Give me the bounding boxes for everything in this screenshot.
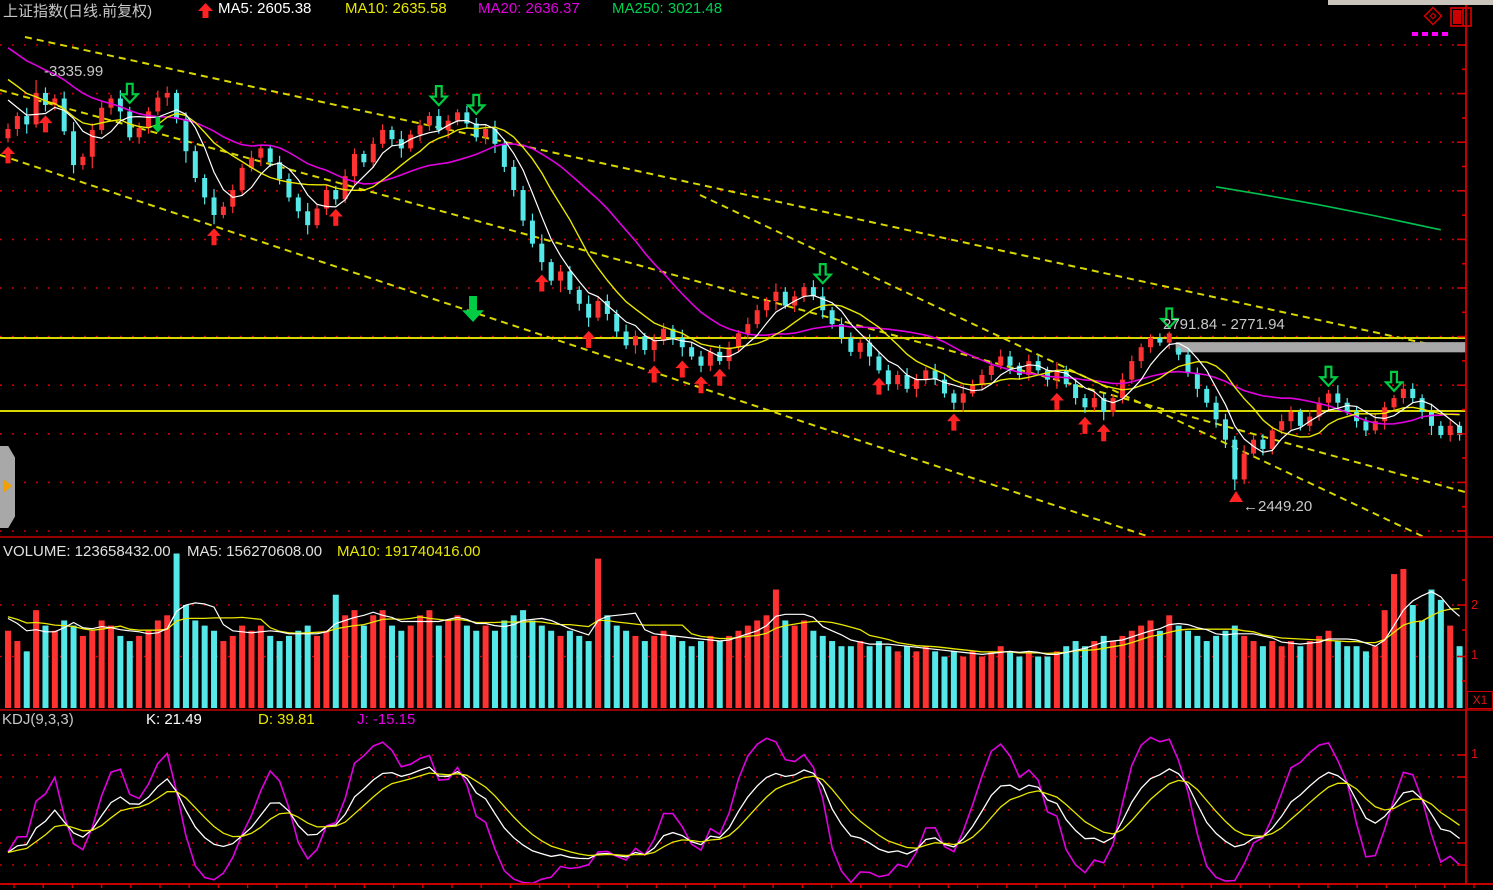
- kdj-d-readout: D: 39.81: [258, 711, 315, 728]
- volume-ma5-readout: MA5: 156270608.00: [187, 543, 323, 560]
- volume-axis-label-upper: 2: [1471, 597, 1479, 612]
- diamond-tool-icon[interactable]: [1420, 6, 1446, 30]
- volume-readout: VOLUME: 123658432.00: [3, 543, 171, 560]
- kdj-k-readout: K: 21.49: [146, 711, 202, 728]
- window-edge-strip: [1328, 0, 1493, 5]
- expand-arrow-icon: [3, 479, 12, 493]
- panel-layout-icon[interactable]: [1449, 6, 1475, 30]
- main-chart-header: 上证指数(日线.前复权) MA5: 2605.38 MA10: 2635.58 …: [0, 0, 1493, 20]
- ma20-readout: MA20: 2636.37: [478, 0, 580, 17]
- magenta-dashes-icon: [1412, 32, 1448, 36]
- instrument-title: 上证指数(日线.前复权): [3, 3, 153, 20]
- ma5-readout: MA5: 2605.38: [218, 0, 312, 17]
- kdj-j-readout: J: -15.15: [357, 711, 416, 728]
- scale-toggle-button[interactable]: X1: [1467, 691, 1493, 709]
- sidebar-expand-tab[interactable]: [0, 446, 15, 528]
- low-price-label: ←2449.20: [1243, 498, 1313, 515]
- volume-axis-label-lower: 1: [1471, 647, 1479, 662]
- kdj-indicator-name: KDJ(9,3,3): [2, 711, 74, 728]
- gap-range-label: 2791.84 - 2771.94: [1163, 316, 1285, 333]
- ma10-readout: MA10: 2635.58: [345, 0, 447, 17]
- kdj-axis-label: 1: [1471, 746, 1479, 761]
- up-arrow-icon: [198, 3, 213, 18]
- low-marker-icon: [1229, 491, 1243, 502]
- volume-ma10-readout: MA10: 191740416.00: [337, 543, 481, 560]
- ma250-readout: MA250: 3021.48: [612, 0, 723, 17]
- high-price-label: -3335.99: [44, 63, 104, 80]
